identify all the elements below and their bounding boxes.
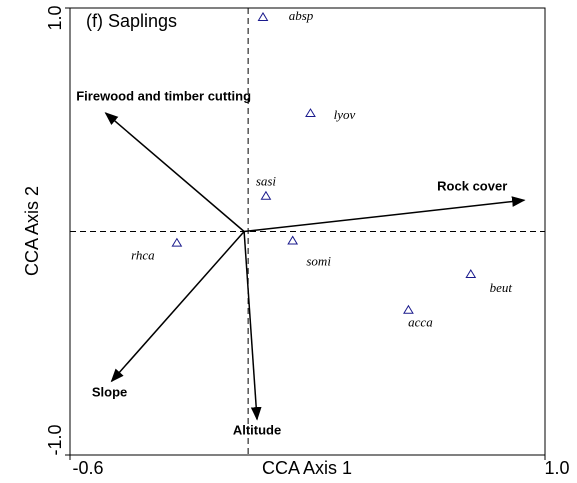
arrow-label: Rock cover: [437, 179, 507, 194]
point: [305, 108, 316, 118]
arrow-label: Slope: [92, 385, 127, 400]
point: [171, 237, 183, 247]
x-axis-label: CCA Axis 1: [262, 458, 352, 478]
point-label: absp: [289, 8, 314, 23]
y-tick-label: 1.0: [45, 5, 65, 30]
point-label: somi: [306, 253, 331, 268]
point: [465, 268, 477, 278]
point-label: sasi: [256, 174, 277, 189]
point-label: beut: [490, 280, 513, 295]
arrow: [110, 231, 245, 383]
point: [257, 11, 269, 21]
arrow-label: Firewood and timber cutting: [76, 88, 251, 103]
chart-title: (f) Saplings: [86, 11, 177, 31]
arrow: [244, 196, 526, 233]
arrow-label: Altitude: [233, 423, 281, 438]
y-tick-label: -1.0: [45, 424, 65, 455]
point: [403, 304, 414, 314]
point: [260, 190, 272, 200]
arrow: [104, 112, 245, 233]
x-tick-label: -0.6: [72, 458, 103, 478]
point-label: rhca: [131, 248, 155, 263]
arrow: [243, 231, 262, 421]
point-label: lyov: [334, 107, 356, 122]
x-tick-label: 1.0: [544, 458, 569, 478]
y-axis-label: CCA Axis 2: [22, 186, 42, 276]
point-label: acca: [408, 315, 433, 330]
point: [287, 235, 299, 245]
